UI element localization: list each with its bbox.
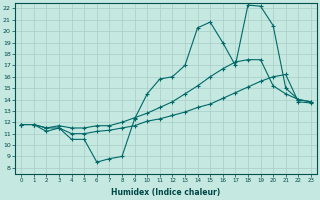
X-axis label: Humidex (Indice chaleur): Humidex (Indice chaleur) [111, 188, 221, 197]
